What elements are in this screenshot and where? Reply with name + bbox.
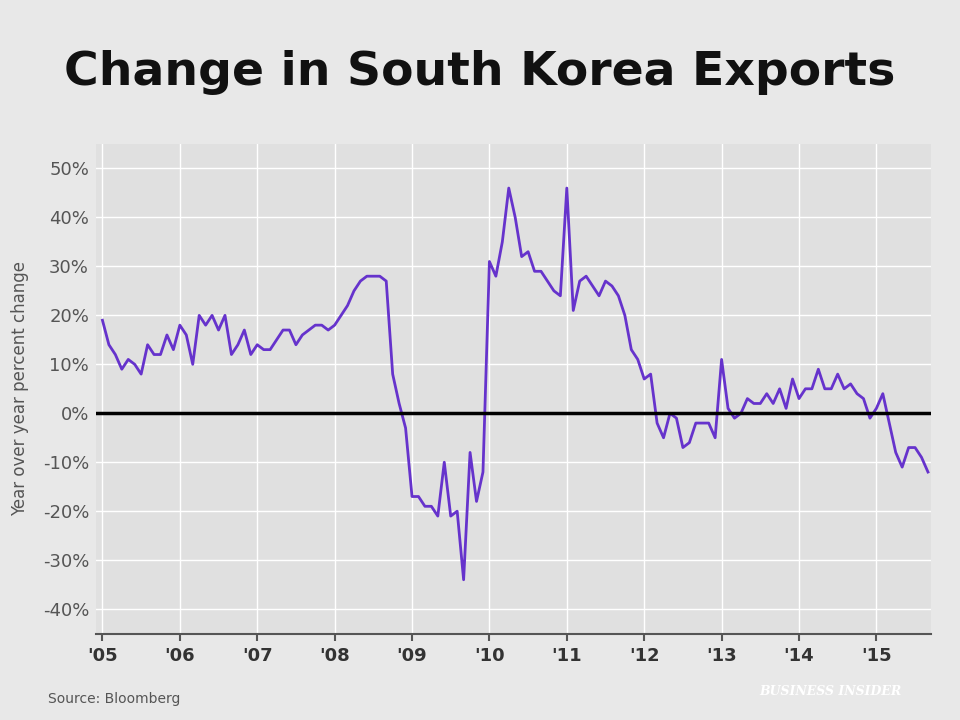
Text: Change in South Korea Exports: Change in South Korea Exports	[64, 50, 896, 95]
Y-axis label: Year over year percent change: Year over year percent change	[11, 261, 29, 516]
Text: BUSINESS INSIDER: BUSINESS INSIDER	[759, 685, 901, 698]
Text: Source: Bloomberg: Source: Bloomberg	[48, 692, 180, 706]
